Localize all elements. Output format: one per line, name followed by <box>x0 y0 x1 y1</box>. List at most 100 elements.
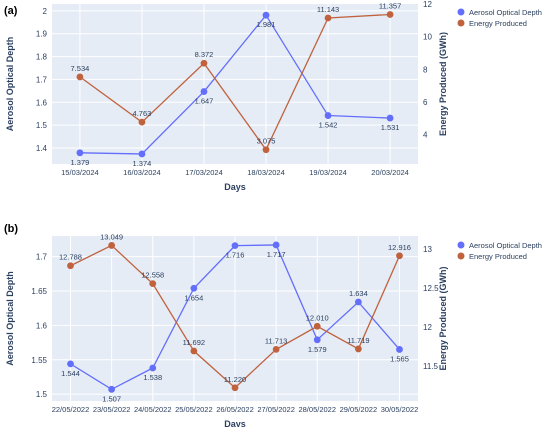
y-left-tick-label: 2 <box>43 7 48 16</box>
data-point-aod <box>354 298 362 306</box>
data-label: 1.542 <box>319 121 338 130</box>
data-label: 4.763 <box>133 109 152 118</box>
data-label: 1.379 <box>71 158 90 167</box>
legend-marker <box>457 241 465 249</box>
data-point-aod <box>200 88 208 95</box>
legend-marker <box>457 8 465 16</box>
y-right-tick-label: 12.5 <box>423 284 439 293</box>
data-point-aod <box>67 360 74 368</box>
y-left-tick-label: 1.8 <box>36 53 48 62</box>
data-point-energy <box>396 252 403 260</box>
x-tick-label: 30/05/2022 <box>381 405 419 414</box>
data-point-energy <box>108 242 116 249</box>
y-right-axis-title: Energy Produced (GWh) <box>438 32 448 136</box>
x-tick-label: 20/03/2024 <box>371 168 409 177</box>
y-left-tick-label: 1.65 <box>31 287 47 296</box>
data-label: 12.558 <box>141 271 164 280</box>
y-right-axis-title: Energy Produced (GWh) <box>438 266 448 370</box>
data-point-aod <box>190 284 198 292</box>
y-right-tick-label: 4 <box>423 131 428 140</box>
data-point-aod <box>149 364 157 372</box>
data-label: 1.717 <box>267 250 286 259</box>
data-label: 1.531 <box>381 123 400 132</box>
x-tick-label: 27/05/2022 <box>257 405 295 414</box>
y-right-tick-label: 6 <box>423 98 428 107</box>
data-label: 1.538 <box>143 373 162 382</box>
legend-label: Aerosol Optical Depth <box>469 8 542 17</box>
data-point-aod <box>138 150 146 158</box>
data-label: 13.049 <box>100 232 123 241</box>
data-label: 1.716 <box>226 251 245 260</box>
x-axis-title: Days <box>224 419 246 427</box>
legend-label: Energy Produced <box>469 19 527 28</box>
series-line-aod <box>79 14 391 155</box>
data-label: 11.220 <box>224 375 246 384</box>
y-left-tick-label: 1.55 <box>31 356 47 365</box>
data-point-energy <box>386 11 394 18</box>
data-label: 1.374 <box>133 159 152 168</box>
legend-marker <box>457 252 465 260</box>
x-tick-label: 25/05/2022 <box>175 405 213 414</box>
data-point-energy <box>138 118 146 126</box>
y-right-tick-label: 12 <box>423 0 432 9</box>
y-right-tick-label: 12 <box>423 323 432 332</box>
data-label: 1.544 <box>61 369 80 378</box>
data-point-aod <box>386 114 394 122</box>
data-point-energy <box>262 146 270 154</box>
data-label: 1.647 <box>195 97 214 106</box>
data-label: 12.788 <box>59 253 82 262</box>
legend-label: Energy Produced <box>469 252 527 261</box>
x-tick-label: 18/03/2024 <box>247 168 285 177</box>
y-left-tick-label: 1.5 <box>36 121 48 130</box>
data-point-energy <box>324 14 332 22</box>
series-line-energy <box>79 13 391 151</box>
data-point-aod <box>396 346 403 353</box>
x-tick-label: 22/05/2022 <box>52 405 90 414</box>
legend-marker <box>457 19 465 27</box>
data-label: 1.634 <box>349 289 368 298</box>
y-left-tick-label: 1.5 <box>36 390 48 399</box>
data-label: 11.713 <box>265 336 287 345</box>
panel-label: (b) <box>4 223 18 235</box>
y-left-tick-label: 1.9 <box>36 30 48 39</box>
data-label: 1.565 <box>390 354 409 363</box>
y-left-tick-label: 1.7 <box>36 75 48 84</box>
x-tick-label: 24/05/2022 <box>134 405 172 414</box>
y-left-tick-label: 1.6 <box>36 98 48 107</box>
data-point-aod <box>272 241 280 249</box>
y-left-tick-label: 1.6 <box>36 321 48 330</box>
y-left-tick-label: 1.4 <box>36 144 48 153</box>
data-label: 7.534 <box>71 64 90 73</box>
x-tick-label: 15/03/2024 <box>61 168 99 177</box>
data-point-energy <box>67 262 74 270</box>
x-tick-label: 16/03/2024 <box>123 168 161 177</box>
data-label: 1.654 <box>184 293 203 302</box>
x-tick-label: 29/05/2022 <box>340 405 378 414</box>
data-point-aod <box>324 112 332 119</box>
legend-label: Aerosol Optical Depth <box>469 241 542 250</box>
y-right-tick-label: 8 <box>423 65 428 74</box>
chart-panel-a: 1.4 1.5 1.6 1.7 1.8 1.9 2 4 6 8 10 12 15/03/2024 16/0… <box>4 0 542 192</box>
data-label: 11.719 <box>347 336 369 345</box>
y-right-tick-label: 13 <box>423 245 432 254</box>
data-point-energy <box>231 384 239 392</box>
data-label: 11.357 <box>379 1 401 10</box>
x-tick-label: 26/05/2022 <box>216 405 254 414</box>
data-label: 1.579 <box>308 345 327 354</box>
y-left-axis-title: Aerosol Optical Depth <box>5 271 15 366</box>
x-tick-label: 17/03/2024 <box>185 168 223 177</box>
x-axis-title: Days <box>224 182 246 192</box>
data-label: 11.692 <box>183 338 205 347</box>
x-tick-label: 28/05/2022 <box>298 405 336 414</box>
data-label: 8.372 <box>195 50 214 59</box>
data-label: 3.075 <box>257 137 276 146</box>
y-right-tick-label: 11.5 <box>423 362 439 371</box>
data-point-energy <box>149 280 157 288</box>
data-point-energy <box>313 322 321 330</box>
plot-area <box>52 4 418 164</box>
x-tick-label: 19/03/2024 <box>309 168 347 177</box>
data-point-energy <box>200 59 208 67</box>
y-right-tick-label: 10 <box>423 33 432 42</box>
